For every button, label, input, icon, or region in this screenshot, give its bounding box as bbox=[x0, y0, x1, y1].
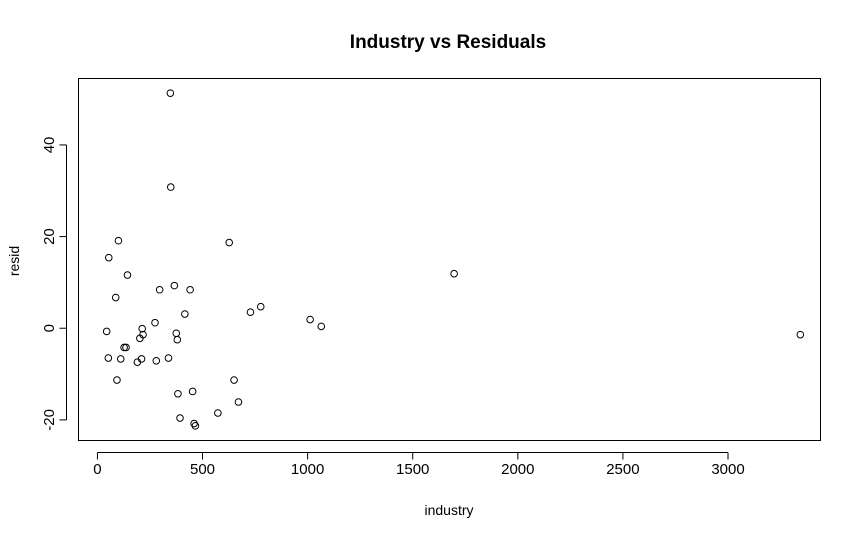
data-point bbox=[116, 355, 125, 363]
y-axis-label: resid bbox=[6, 246, 22, 276]
data-point bbox=[173, 335, 182, 344]
data-points bbox=[102, 89, 805, 430]
x-tick-label: 1000 bbox=[291, 461, 324, 478]
x-axis-label: industry bbox=[424, 502, 473, 518]
chart-title: Industry vs Residuals bbox=[350, 32, 546, 53]
data-point bbox=[230, 376, 238, 384]
data-point bbox=[317, 322, 326, 331]
plot-frame bbox=[78, 78, 821, 441]
data-point bbox=[256, 302, 265, 311]
data-point bbox=[234, 398, 243, 406]
data-point bbox=[164, 354, 173, 362]
data-point bbox=[155, 285, 164, 294]
data-point bbox=[181, 310, 189, 318]
data-point bbox=[225, 238, 234, 247]
y-tick-label: 0 bbox=[41, 324, 58, 332]
data-point bbox=[151, 318, 159, 327]
data-point bbox=[246, 308, 255, 316]
data-point bbox=[186, 285, 194, 294]
data-point bbox=[152, 356, 161, 365]
data-point bbox=[176, 414, 184, 422]
y-tick-label: 40 bbox=[41, 137, 58, 154]
data-point bbox=[114, 236, 123, 245]
data-point bbox=[102, 327, 111, 336]
data-point bbox=[166, 89, 175, 97]
y-tick-label: -20 bbox=[41, 409, 58, 431]
data-point bbox=[166, 183, 175, 191]
data-point bbox=[214, 409, 222, 417]
y-axis: -20 0 20 40 bbox=[41, 137, 67, 431]
data-point bbox=[133, 358, 142, 366]
x-tick-label: 3000 bbox=[711, 461, 744, 478]
data-point bbox=[113, 376, 121, 384]
data-point bbox=[120, 343, 128, 352]
x-tick-label: 2000 bbox=[501, 461, 534, 478]
x-tick-label: 500 bbox=[190, 461, 215, 478]
data-point bbox=[111, 293, 120, 302]
data-point bbox=[191, 422, 200, 430]
data-point bbox=[170, 281, 179, 290]
data-point bbox=[306, 315, 314, 324]
data-point bbox=[450, 269, 458, 278]
data-point bbox=[136, 334, 144, 343]
data-point bbox=[172, 329, 181, 338]
x-tick-label: 2500 bbox=[606, 461, 639, 478]
data-point bbox=[122, 343, 130, 352]
data-point bbox=[104, 253, 113, 262]
x-axis: 0 500 1000 1500 2000 2500 3000 bbox=[93, 452, 745, 478]
data-point bbox=[123, 271, 132, 279]
data-point bbox=[138, 324, 146, 333]
y-tick-label: 20 bbox=[41, 228, 58, 245]
x-tick-label: 1500 bbox=[396, 461, 429, 478]
data-point bbox=[104, 354, 113, 362]
data-point bbox=[174, 389, 182, 398]
data-point bbox=[796, 330, 805, 339]
x-tick-label: 0 bbox=[93, 461, 101, 478]
data-point bbox=[188, 387, 197, 396]
